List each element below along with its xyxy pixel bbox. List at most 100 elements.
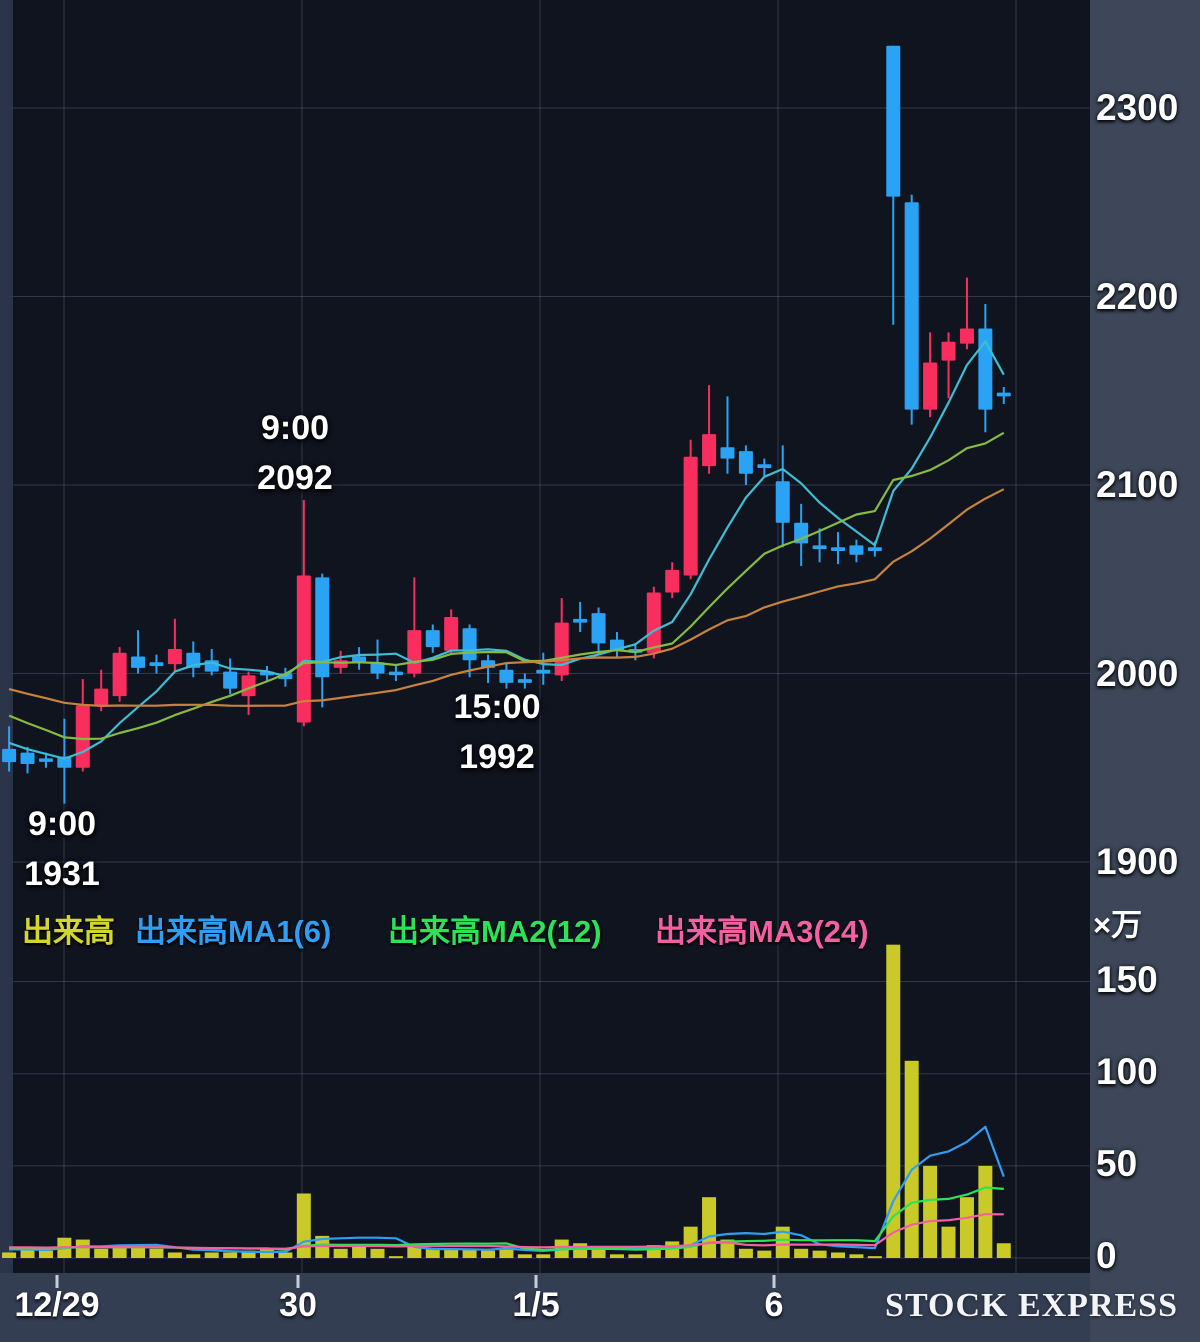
annotation-line: 1931 xyxy=(24,855,100,893)
chart-surface[interactable] xyxy=(0,0,1090,1273)
candle-body-up xyxy=(646,592,661,653)
volume-bar xyxy=(204,1252,219,1258)
price-axis-label: 2300 xyxy=(1096,87,1179,128)
candle-body-down xyxy=(536,669,551,674)
candle-body-up xyxy=(959,328,974,344)
candle-body-up xyxy=(296,575,311,723)
annotation-line: 9:00 xyxy=(260,409,330,447)
volume-bar xyxy=(186,1254,201,1258)
volume-bar xyxy=(794,1248,809,1258)
x-axis-label: 12/29 xyxy=(14,1286,100,1324)
volume-axis-label: 0 xyxy=(1096,1235,1117,1276)
volume-bar xyxy=(425,1248,440,1258)
volume-bar xyxy=(628,1254,643,1258)
volume-bar xyxy=(167,1252,182,1258)
legend-item-volume-ma3[interactable]: 出来高MA3(24) xyxy=(655,914,869,949)
candle-body-down xyxy=(775,481,790,523)
volume-bar xyxy=(112,1246,127,1258)
volume-bar xyxy=(223,1252,238,1258)
candle-body-down xyxy=(223,671,238,689)
x-axis-tick xyxy=(296,1275,300,1288)
volume-bar xyxy=(849,1254,864,1258)
annotation-line: 15:00 xyxy=(453,688,541,726)
x-axis-label: 30 xyxy=(279,1286,317,1324)
price-annotation: 15:00 1992 xyxy=(454,682,541,782)
volume-bar xyxy=(959,1197,974,1258)
volume-bar xyxy=(867,1256,882,1259)
candle-body-down xyxy=(738,451,753,474)
volume-unit-label: ×万 xyxy=(1093,907,1143,943)
volume-bar xyxy=(149,1248,164,1258)
annotation-line: 1992 xyxy=(459,738,535,776)
candle-body-down xyxy=(352,656,367,663)
volume-bar xyxy=(481,1250,496,1258)
legend-item-volume-ma2[interactable]: 出来高MA2(12) xyxy=(388,914,602,949)
volume-bar xyxy=(352,1246,367,1258)
volume-bar xyxy=(241,1250,256,1258)
annotation-line: 9:00 xyxy=(27,805,97,843)
price-annotation: 9:00 1931 xyxy=(24,799,100,899)
volume-bar xyxy=(462,1248,477,1258)
volume-bar xyxy=(775,1226,790,1258)
legend-item-volume-ma1[interactable]: 出来高MA1(6) xyxy=(135,914,332,949)
price-ma2-line xyxy=(8,431,1005,741)
candle-body-down xyxy=(57,756,72,768)
candle-body-down xyxy=(131,656,146,668)
candle-body-down xyxy=(2,748,17,763)
volume-bar xyxy=(370,1248,385,1258)
volume-bar xyxy=(609,1254,624,1258)
candle-body-down xyxy=(315,577,330,678)
candle-body-up xyxy=(407,630,422,674)
candle-body-down xyxy=(517,679,532,683)
candle-body-up xyxy=(112,652,127,697)
volume-axis-label: 150 xyxy=(1096,958,1158,1000)
volume-bar xyxy=(536,1254,551,1258)
annotation-line: 2092 xyxy=(257,459,333,497)
volume-bar xyxy=(886,944,901,1258)
candle-body-down xyxy=(812,545,827,550)
volume-bar xyxy=(2,1252,17,1258)
volume-bar xyxy=(904,1060,919,1258)
volume-bar xyxy=(278,1252,293,1258)
volume-bar xyxy=(702,1197,717,1258)
x-axis-tick xyxy=(772,1275,776,1288)
price-axis-label: 2000 xyxy=(1096,652,1179,694)
candle-body-down xyxy=(425,630,440,648)
candle-body-up xyxy=(665,569,680,593)
candle-body-down xyxy=(720,447,735,459)
candle-body-down xyxy=(38,758,53,762)
left-edge-strip xyxy=(0,0,13,1273)
candle-body-up xyxy=(94,688,109,706)
candle-body-up xyxy=(444,616,459,651)
volume-bar xyxy=(738,1248,753,1258)
volume-bar xyxy=(259,1248,274,1258)
volume-bar xyxy=(831,1252,845,1258)
volume-bar xyxy=(20,1248,35,1258)
candle-body-down xyxy=(886,45,901,197)
candle-body-down xyxy=(904,202,919,410)
volume-axis-label: 50 xyxy=(1096,1142,1138,1184)
volume-bar xyxy=(94,1248,109,1258)
watermark-logo: STOCK EXPRESS xyxy=(885,1287,1178,1324)
candle-body-down xyxy=(849,545,864,555)
candle-body-up xyxy=(941,341,956,361)
x-axis-tick xyxy=(534,1275,538,1288)
volume-bar xyxy=(996,1243,1011,1258)
x-axis-label: 1/5 xyxy=(512,1286,560,1324)
candle-body-down xyxy=(370,662,385,674)
candle-body-up xyxy=(554,622,569,676)
x-axis-tick xyxy=(55,1275,59,1288)
volume-bar xyxy=(131,1246,146,1258)
candle-body-up xyxy=(75,705,90,768)
candle-body-up xyxy=(333,660,348,668)
legend-item-volume[interactable]: 出来高 xyxy=(22,914,115,949)
candle-body-up xyxy=(923,362,938,410)
candle-body-down xyxy=(462,628,477,661)
volume-bar xyxy=(683,1226,698,1258)
price-ma3-line xyxy=(8,488,1005,708)
volume-bar xyxy=(388,1256,403,1259)
candle-body-down xyxy=(573,618,588,623)
candle-body-down xyxy=(867,547,882,551)
volume-bar xyxy=(333,1248,348,1258)
